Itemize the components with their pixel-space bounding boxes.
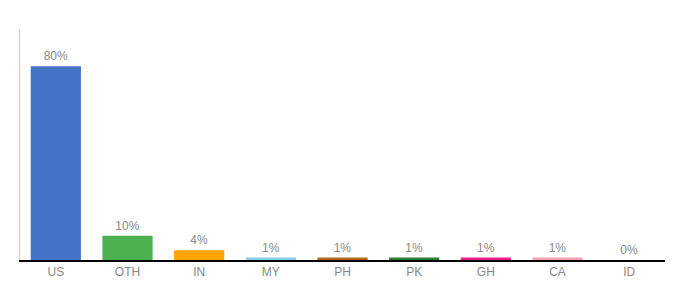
svg-text:1%: 1% (405, 241, 423, 255)
svg-text:GH: GH (477, 265, 495, 279)
svg-text:1%: 1% (334, 241, 352, 255)
svg-text:MY: MY (262, 265, 280, 279)
svg-text:CA: CA (549, 265, 566, 279)
svg-text:80%: 80% (44, 49, 68, 63)
svg-text:IN: IN (193, 265, 205, 279)
svg-text:1%: 1% (477, 241, 495, 255)
svg-text:0%: 0% (620, 243, 638, 257)
svg-text:PH: PH (334, 265, 351, 279)
svg-text:ID: ID (623, 265, 635, 279)
svg-text:US: US (47, 265, 64, 279)
svg-text:1%: 1% (262, 241, 280, 255)
svg-text:10%: 10% (115, 219, 139, 233)
svg-text:4%: 4% (190, 233, 208, 247)
svg-text:1%: 1% (549, 241, 567, 255)
svg-text:PK: PK (406, 265, 422, 279)
svg-text:OTH: OTH (115, 265, 140, 279)
